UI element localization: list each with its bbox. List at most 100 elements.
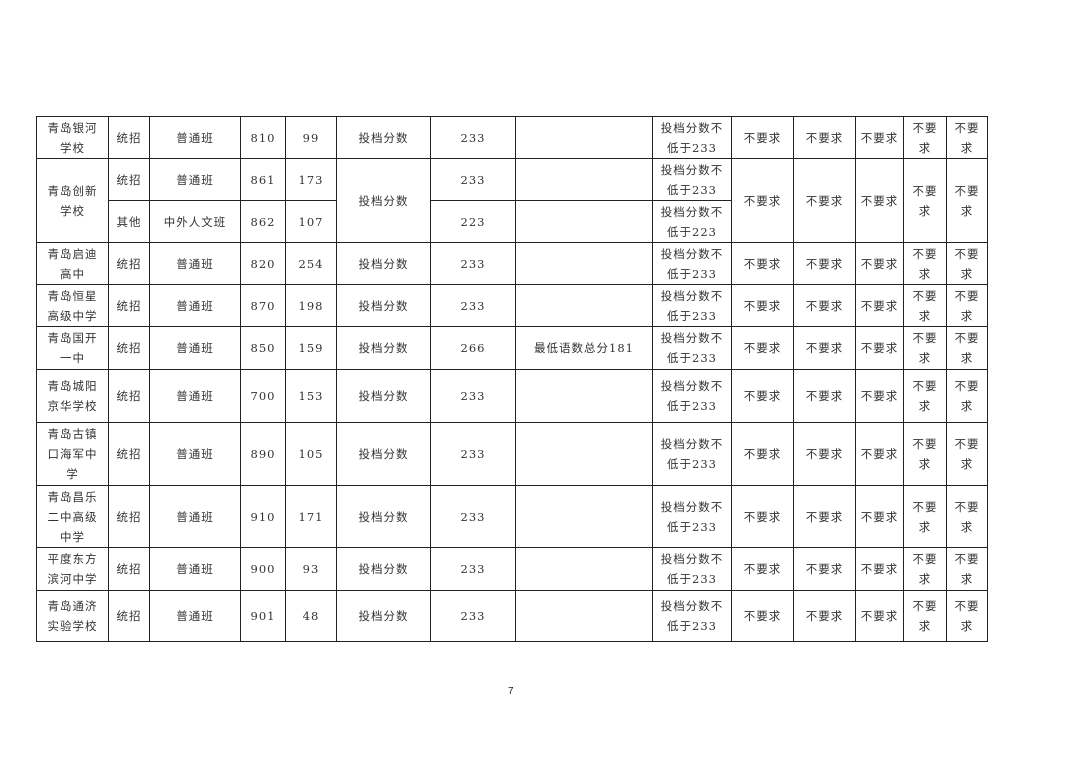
- requirement-cell: 不要求: [855, 547, 904, 591]
- enrollment-type-cell: 统招: [108, 326, 150, 370]
- extra-requirement-cell: [515, 485, 653, 548]
- extra-requirement-cell: [515, 590, 653, 642]
- school-name-cell: 青岛创新学校: [36, 158, 109, 243]
- requirement-cell: 不要求: [731, 284, 794, 327]
- enrollment-type-cell: 统招: [108, 284, 150, 327]
- class-type-cell: 普通班: [149, 485, 241, 548]
- requirement-cell: 不要求: [855, 158, 904, 243]
- cutoff-score-cell: 233: [430, 284, 516, 327]
- cutoff-score-cell: 233: [430, 158, 516, 201]
- class-type-cell: 普通班: [149, 422, 241, 486]
- cutoff-score-cell: 233: [430, 547, 516, 591]
- enrollment-type-cell: 统招: [108, 369, 150, 423]
- plan-count-cell: 159: [285, 326, 337, 370]
- extra-requirement-cell: [515, 116, 653, 159]
- plan-count-cell: 171: [285, 485, 337, 548]
- school-name-cell: 青岛通济实验学校: [36, 590, 109, 642]
- table-row: 青岛国开一中 统招 普通班 850 159 投档分数 266 最低语数总分181 投档分数不低于…: [36, 326, 988, 370]
- school-code-cell: 850: [240, 326, 286, 370]
- extra-requirement-cell: [515, 158, 653, 201]
- plan-count-cell: 99: [285, 116, 337, 159]
- requirement-cell: 不要求: [946, 284, 988, 327]
- admission-basis-cell: 投档分数: [336, 422, 431, 486]
- requirement-cell: 不要求: [855, 242, 904, 285]
- class-type-cell: 普通班: [149, 116, 241, 159]
- requirement-cell: 不要求: [946, 485, 988, 548]
- extra-requirement-cell: [515, 547, 653, 591]
- cutoff-score-cell: 223: [430, 200, 516, 243]
- requirement-cell: 不要求: [793, 326, 856, 370]
- class-type-cell: 普通班: [149, 242, 241, 285]
- minimum-requirement-cell: 投档分数不低于233: [652, 422, 732, 486]
- minimum-requirement-cell: 投档分数不低于233: [652, 158, 732, 201]
- requirement-cell: 不要求: [855, 485, 904, 548]
- school-name-cell: 青岛恒星高级中学: [36, 284, 109, 327]
- admission-basis-cell: 投档分数: [336, 485, 431, 548]
- requirement-cell: 不要求: [946, 369, 988, 423]
- table-row: 青岛银河学校 统招 普通班 810 99 投档分数 233 投档分数不低于233 不要求 不要求不…: [36, 116, 988, 159]
- requirement-cell: 不要求: [903, 590, 947, 642]
- cutoff-score-cell: 233: [430, 590, 516, 642]
- school-code-cell: 910: [240, 485, 286, 548]
- table-row: 青岛古镇口海军中学 统招 普通班 890 105 投档分数 233 投档分数不低于233 不要求…: [36, 422, 988, 486]
- school-code-cell: 700: [240, 369, 286, 423]
- plan-count-cell: 107: [285, 200, 337, 243]
- admission-basis-cell: 投档分数: [336, 116, 431, 159]
- requirement-cell: 不要求: [731, 326, 794, 370]
- school-name-cell: 青岛启迪高中: [36, 242, 109, 285]
- page-number: 7: [508, 686, 514, 697]
- table-row: 青岛通济实验学校 统招 普通班 901 48 投档分数 233 投档分数不低于233 不要求 不要…: [36, 590, 988, 642]
- cutoff-score-cell: 233: [430, 242, 516, 285]
- requirement-cell: 不要求: [855, 326, 904, 370]
- admission-basis-cell: 投档分数: [336, 369, 431, 423]
- minimum-requirement-cell: 投档分数不低于233: [652, 242, 732, 285]
- cutoff-score-cell: 233: [430, 369, 516, 423]
- requirement-cell: 不要求: [731, 547, 794, 591]
- requirement-cell: 不要求: [903, 284, 947, 327]
- requirement-cell: 不要求: [903, 158, 947, 243]
- requirement-cell: 不要求: [946, 242, 988, 285]
- plan-count-cell: 105: [285, 422, 337, 486]
- requirement-cell: 不要求: [793, 485, 856, 548]
- requirement-cell: 不要求: [731, 242, 794, 285]
- school-code-cell: 820: [240, 242, 286, 285]
- school-name-cell: 平度东方滨河中学: [36, 547, 109, 591]
- requirement-cell: 不要求: [903, 369, 947, 423]
- extra-requirement-cell: [515, 284, 653, 327]
- requirement-cell: 不要求: [855, 590, 904, 642]
- requirement-cell: 不要求: [855, 422, 904, 486]
- table-row: 青岛启迪高中 统招 普通班 820 254 投档分数 233 投档分数不低于233 不要求 不要求…: [36, 242, 988, 285]
- admission-basis-cell: 投档分数: [336, 590, 431, 642]
- minimum-requirement-cell: 投档分数不低于233: [652, 485, 732, 548]
- requirement-cell: 不要求: [903, 422, 947, 486]
- requirement-cell: 不要求: [793, 369, 856, 423]
- school-name-cell: 青岛昌乐二中高级中学: [36, 485, 109, 548]
- requirement-cell: 不要求: [731, 485, 794, 548]
- plan-count-cell: 93: [285, 547, 337, 591]
- enrollment-type-cell: 统招: [108, 422, 150, 486]
- class-type-cell: 普通班: [149, 326, 241, 370]
- cutoff-score-cell: 233: [430, 422, 516, 486]
- requirement-cell: 不要求: [793, 158, 856, 243]
- class-type-cell: 普通班: [149, 369, 241, 423]
- class-type-cell: 中外人文班: [149, 200, 241, 243]
- school-code-cell: 810: [240, 116, 286, 159]
- enrollment-type-cell: 统招: [108, 116, 150, 159]
- requirement-cell: 不要求: [731, 422, 794, 486]
- class-type-cell: 普通班: [149, 158, 241, 201]
- enrollment-type-cell: 统招: [108, 158, 150, 201]
- requirement-cell: 不要求: [793, 422, 856, 486]
- plan-count-cell: 198: [285, 284, 337, 327]
- requirement-cell: 不要求: [855, 116, 904, 159]
- requirement-cell: 不要求: [946, 547, 988, 591]
- minimum-requirement-cell: 投档分数不低于223: [652, 200, 732, 243]
- plan-count-cell: 48: [285, 590, 337, 642]
- enrollment-type-cell: 统招: [108, 547, 150, 591]
- plan-count-cell: 173: [285, 158, 337, 201]
- admission-table: 青岛银河学校 统招 普通班 810 99 投档分数 233 投档分数不低于233 不要求 不要求不…: [36, 116, 988, 642]
- school-name-cell: 青岛城阳京华学校: [36, 369, 109, 423]
- cutoff-score-cell: 266: [430, 326, 516, 370]
- plan-count-cell: 153: [285, 369, 337, 423]
- requirement-cell: 不要求: [793, 284, 856, 327]
- cutoff-score-cell: 233: [430, 116, 516, 159]
